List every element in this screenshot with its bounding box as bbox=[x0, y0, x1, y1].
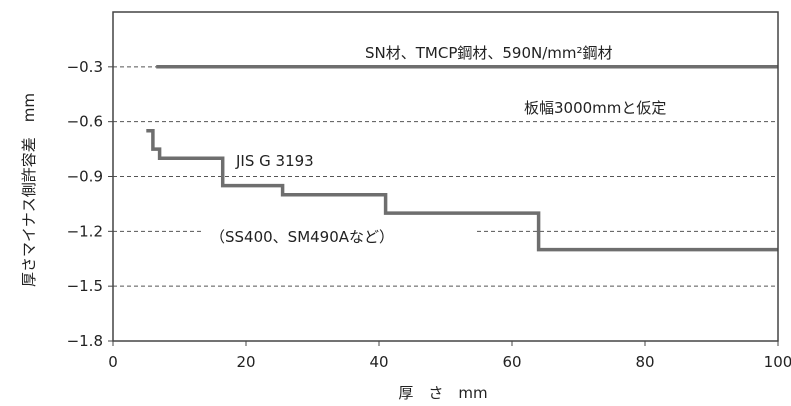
label-backdrop bbox=[362, 44, 752, 64]
y-axis-title: 厚さマイナス側許容差 mm bbox=[20, 93, 38, 287]
x-axis-title: 厚 さ mm bbox=[398, 384, 487, 402]
y-tick-label: −1.8 bbox=[67, 332, 103, 350]
x-tick-label: 80 bbox=[635, 353, 654, 371]
x-tick-label: 0 bbox=[108, 353, 118, 371]
y-tick-label: −1.5 bbox=[67, 277, 103, 295]
x-tick-label: 100 bbox=[764, 353, 791, 371]
y-tick-label: −1.2 bbox=[67, 222, 103, 240]
y-tick-label: −0.6 bbox=[67, 113, 103, 131]
x-tick-label: 60 bbox=[502, 353, 521, 371]
x-tick-label: 20 bbox=[236, 353, 255, 371]
y-tick-label: −0.9 bbox=[67, 168, 103, 186]
x-tick-label: 40 bbox=[369, 353, 388, 371]
y-tick-label: −0.3 bbox=[67, 58, 103, 76]
y-axis-ticks: −0.3 −0.6 −0.9 −1.2 −1.5 −1.8 bbox=[67, 58, 113, 350]
annotation-plate-width: 板幅3000mmと仮定 bbox=[524, 99, 666, 117]
label-backdrop bbox=[518, 99, 718, 119]
x-axis-ticks: 0 20 40 60 80 100 bbox=[108, 341, 791, 371]
label-backdrop bbox=[204, 228, 474, 248]
annotation-ss-examples: （SS400、SM490Aなど） bbox=[210, 228, 394, 246]
series-layer bbox=[146, 65, 778, 252]
grid-lines bbox=[113, 44, 778, 287]
annotation-jis: JIS G 3193 bbox=[235, 152, 314, 170]
series-line bbox=[146, 129, 778, 252]
annotation-sn-steel: SN材、TMCP鋼材、590N/mm²鋼材 bbox=[365, 44, 613, 62]
